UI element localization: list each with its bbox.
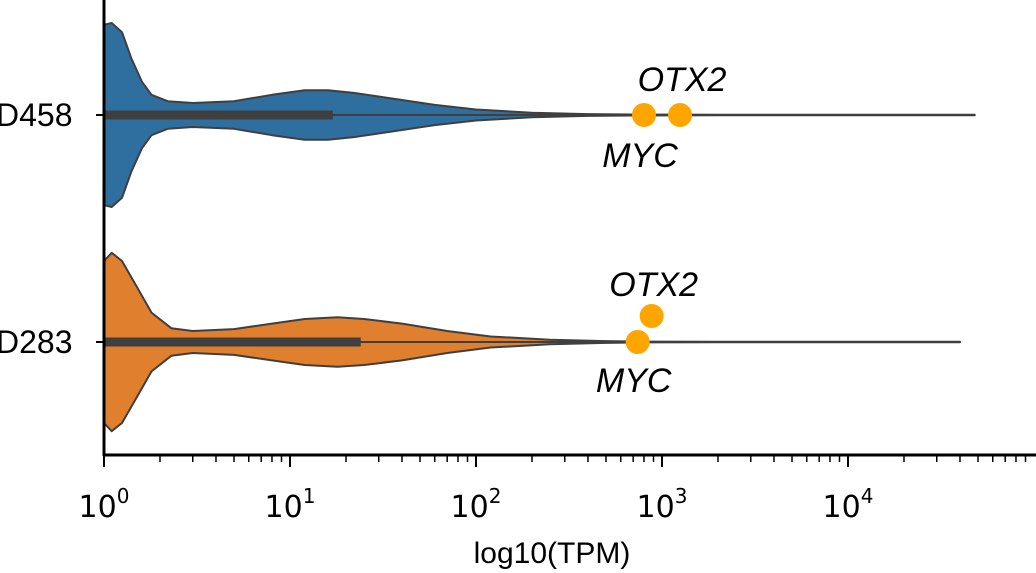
x-tick-label: 103 xyxy=(637,484,688,525)
x-tick-label: 101 xyxy=(265,484,316,525)
x-tick-label: 100 xyxy=(79,484,130,525)
labels-layer: MYC OTX2 D458 OTX2 MYC D283 100 101 102 103 104 log… xyxy=(0,61,873,570)
median-point-d283 xyxy=(241,338,250,346)
category-label-d283: D283 xyxy=(0,324,73,360)
gene-point-otx2-d458 xyxy=(668,103,693,127)
axes-layer xyxy=(96,0,1036,467)
median-point-d458 xyxy=(209,111,218,119)
gene-point-myc-d283 xyxy=(625,330,650,354)
gene-label-otx2-d283: OTX2 xyxy=(609,266,698,304)
violins-layer xyxy=(103,22,976,433)
gene-point-otx2-d283 xyxy=(639,304,664,328)
gene-label-otx2-d458: OTX2 xyxy=(638,61,727,99)
gene-point-myc-d458 xyxy=(631,103,656,127)
gene-label-myc-d458: MYC xyxy=(602,137,678,175)
gene-label-myc-d283: MYC xyxy=(596,362,672,400)
category-label-d458: D458 xyxy=(0,97,73,133)
x-axis-title: log10(TPM) xyxy=(474,537,631,570)
x-tick-label: 104 xyxy=(823,484,874,525)
x-tick-label: 102 xyxy=(451,484,502,525)
